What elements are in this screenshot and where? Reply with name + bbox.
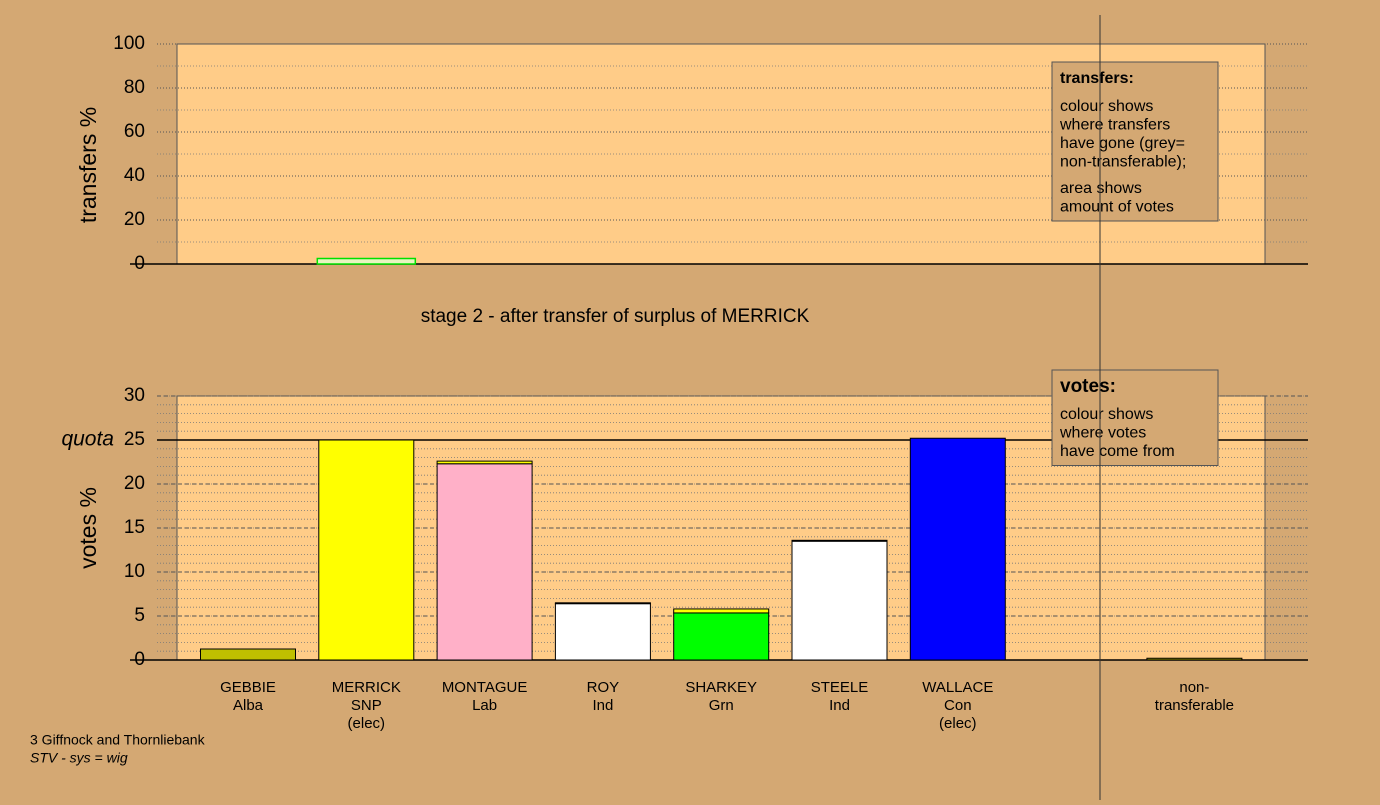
stage-title: stage 2 - after transfer of surplus of M… xyxy=(421,306,810,327)
bar-segment xyxy=(673,608,770,614)
bar-segment xyxy=(791,539,888,542)
y-tick-label: 40 xyxy=(124,165,145,186)
transfer-bar xyxy=(316,257,417,265)
y-tick-label: 20 xyxy=(124,209,145,230)
x-tick-label: Alba xyxy=(233,697,264,714)
x-tick-label: STEELE xyxy=(811,679,869,696)
note-line: amount of votes xyxy=(1060,199,1174,216)
footer-line: STV - sys = wig xyxy=(30,750,128,766)
note-title: votes: xyxy=(1060,376,1116,397)
bar-segment xyxy=(1146,657,1243,661)
note-box xyxy=(1051,369,1219,466)
note-line: where transfers xyxy=(1059,117,1170,134)
bar-segment xyxy=(554,602,651,605)
y-tick-label: 5 xyxy=(134,605,145,626)
x-tick-label: SHARKEY xyxy=(685,679,757,696)
x-tick-label: GEBBIE xyxy=(220,679,276,696)
bar-segment xyxy=(909,437,1006,661)
x-tick-label: SNP xyxy=(351,697,382,714)
y-tick-label: 25 xyxy=(124,429,145,450)
bar-segment xyxy=(318,439,415,661)
bar-segment xyxy=(200,648,296,661)
bar-segment xyxy=(436,460,533,465)
note-line: colour shows xyxy=(1060,406,1153,423)
note-title: transfers: xyxy=(1060,70,1134,87)
x-tick-label: non- xyxy=(1179,679,1209,696)
y-axis-label: votes % xyxy=(75,487,101,569)
bar-segment xyxy=(436,463,533,661)
y-tick-label: 100 xyxy=(113,33,145,54)
bar-segment xyxy=(673,612,770,661)
x-tick-label: WALLACE xyxy=(922,679,993,696)
note-line: have gone (grey= xyxy=(1060,135,1185,152)
x-tick-label: ROY xyxy=(587,679,620,696)
y-tick-label: 80 xyxy=(124,77,145,98)
note-line: where votes xyxy=(1059,425,1146,442)
y-tick-label: 30 xyxy=(124,385,145,406)
x-tick-label: transferable xyxy=(1155,697,1234,714)
x-tick-label: MERRICK xyxy=(332,679,401,696)
x-tick-label: Lab xyxy=(472,697,497,714)
x-tick-label: (elec) xyxy=(348,715,386,732)
note-line: colour shows xyxy=(1060,98,1153,115)
bar-segment xyxy=(791,540,888,661)
x-tick-label: (elec) xyxy=(939,715,977,732)
note-line: non-transferable); xyxy=(1060,154,1186,171)
x-tick-label: Con xyxy=(944,697,972,714)
note-line: have come from xyxy=(1060,443,1175,460)
y-axis-label: transfers % xyxy=(75,107,101,223)
bar-segment xyxy=(554,603,651,661)
x-tick-label: MONTAGUE xyxy=(442,679,528,696)
y-tick-label: 20 xyxy=(124,473,145,494)
y-tick-label: 60 xyxy=(124,121,145,142)
quota-label: quota xyxy=(61,428,114,451)
x-tick-label: Grn xyxy=(709,697,734,714)
y-tick-label: 10 xyxy=(124,561,145,582)
x-tick-label: Ind xyxy=(592,697,613,714)
note-box xyxy=(1051,61,1219,222)
y-tick-label: 15 xyxy=(124,517,145,538)
note-line: area shows xyxy=(1060,180,1142,197)
footer-line: 3 Giffnock and Thornliebank xyxy=(30,732,206,748)
x-tick-label: Ind xyxy=(829,697,850,714)
